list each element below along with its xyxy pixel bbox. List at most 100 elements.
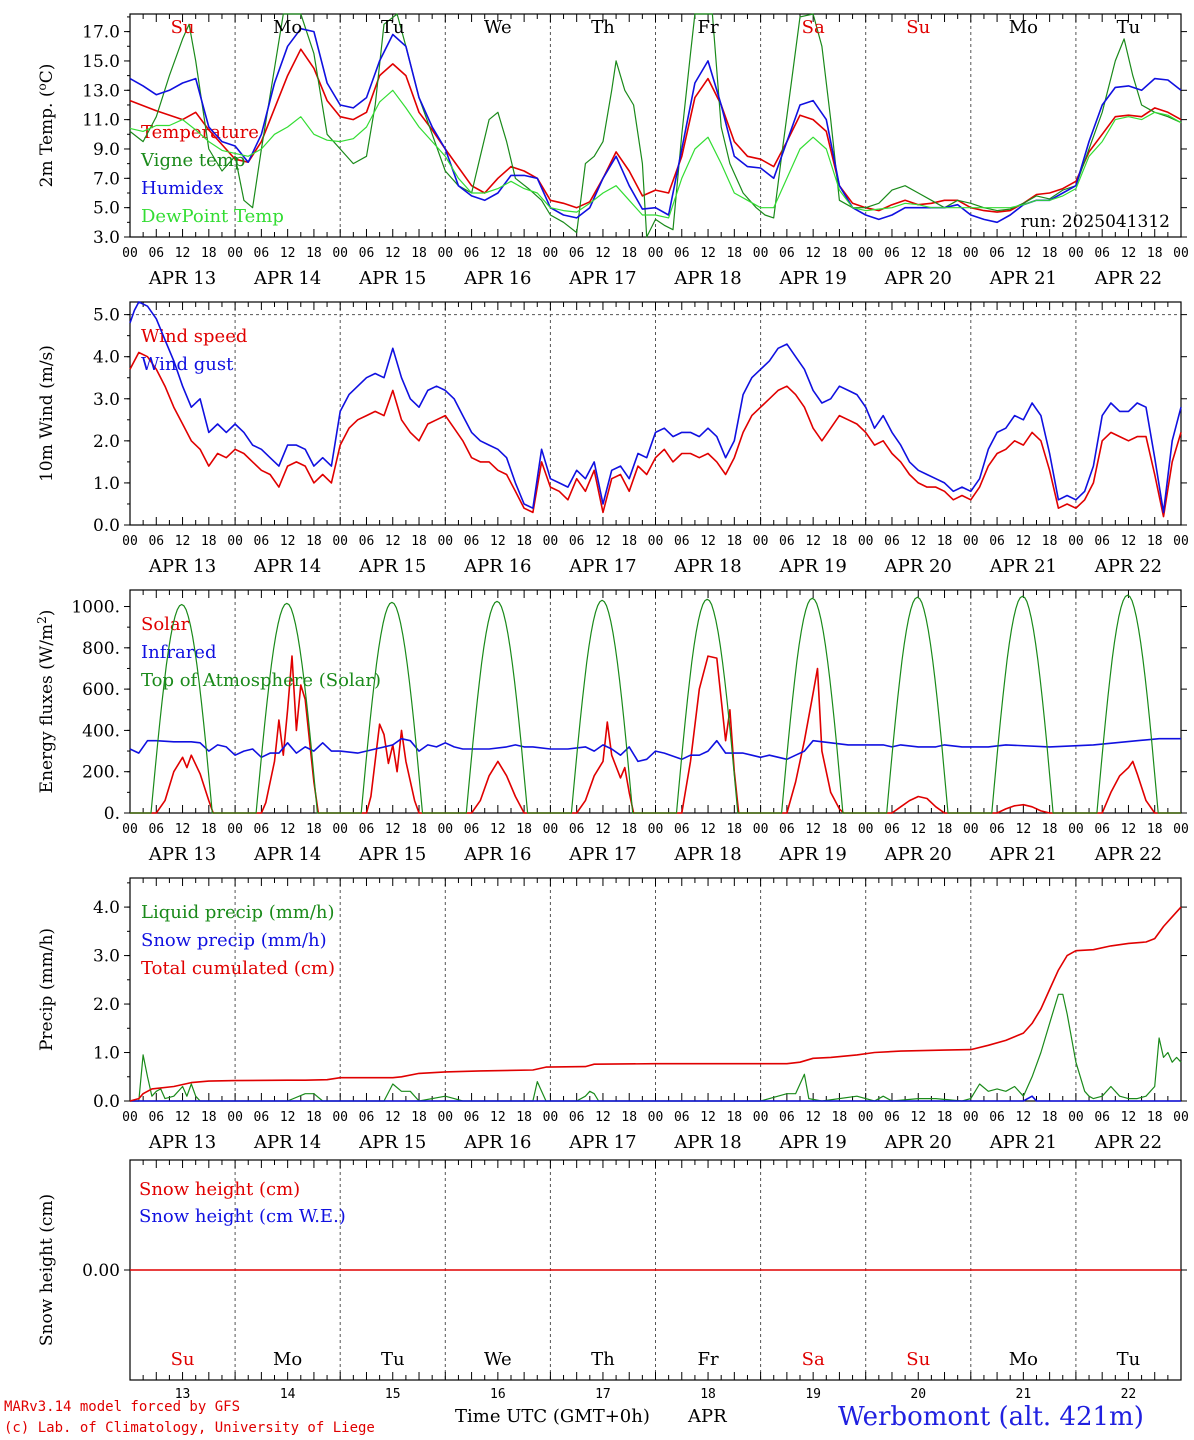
hour-tick-label: 12 [385, 246, 401, 261]
hour-tick-label: 12 [490, 246, 506, 261]
hour-tick-label: 18 [726, 1110, 742, 1125]
y-tick-label: 15.0 [82, 52, 120, 72]
hour-tick-label: 12 [1121, 822, 1137, 837]
date-label: APR 21 [989, 844, 1057, 865]
hour-tick-label: 12 [700, 822, 716, 837]
hour-tick-label: 18 [832, 822, 848, 837]
hour-tick-label: 00 [1068, 534, 1084, 549]
date-label: APR 15 [358, 268, 426, 289]
hour-tick-label: 06 [1094, 534, 1110, 549]
legend-entry: Liquid precip (mm/h) [141, 902, 335, 923]
hour-tick-label: 12 [175, 534, 191, 549]
hour-tick-label: 18 [726, 822, 742, 837]
series-line-humidex [129, 27, 1182, 224]
hour-tick-label: 00 [753, 246, 769, 261]
day-letter: We [484, 1349, 512, 1370]
hour-tick-label: 06 [674, 1110, 690, 1125]
hour-tick-label: 00 [963, 246, 979, 261]
hour-tick-label: 00 [1173, 246, 1189, 261]
hour-tick-label: 00 [858, 822, 874, 837]
date-label: APR 13 [148, 556, 216, 577]
hour-tick-label: 12 [175, 822, 191, 837]
hour-tick-label: 06 [1094, 822, 1110, 837]
legend-entry: Total cumulated (cm) [141, 958, 335, 979]
hour-tick-label: 18 [306, 1110, 322, 1125]
date-label: APR 16 [463, 556, 531, 577]
hour-tick-label: 12 [1016, 1110, 1032, 1125]
hour-tick-label: 00 [753, 534, 769, 549]
hour-tick-label: 06 [148, 246, 164, 261]
hour-tick-label: 12 [280, 1110, 296, 1125]
hour-tick-label: 12 [1121, 534, 1137, 549]
series-line-top-of-atmosphere-solar- [130, 594, 1181, 814]
hour-tick-label: 18 [1147, 1110, 1163, 1125]
day-letter: Tu [381, 1349, 405, 1370]
hour-tick-label: 12 [280, 822, 296, 837]
date-label: APR 20 [884, 268, 952, 289]
series-line-dewpoint-temp [129, 89, 1182, 219]
hour-tick-label: 18 [621, 246, 637, 261]
day-letter: Su [171, 17, 195, 38]
date-label: APR 13 [148, 268, 216, 289]
date-label: APR 19 [779, 1132, 847, 1153]
hour-tick-label: 12 [175, 1110, 191, 1125]
hour-tick-label: 12 [910, 822, 926, 837]
date-label: APR 18 [673, 844, 741, 865]
y-tick-label: 2.0 [93, 995, 120, 1015]
y-tick-label: 5.0 [93, 199, 120, 219]
date-label: APR 17 [568, 556, 636, 577]
date-label: APR 17 [568, 1132, 636, 1153]
series-line-infrared [129, 737, 1181, 763]
hour-tick-label: 06 [359, 534, 375, 549]
hour-tick-label: 00 [858, 534, 874, 549]
hour-tick-label: 12 [1016, 534, 1032, 549]
hour-tick-label: 18 [937, 534, 953, 549]
hour-tick-label: 18 [411, 534, 427, 549]
hour-tick-label: 00 [963, 1110, 979, 1125]
y-tick-label: 0.00 [82, 1261, 120, 1281]
hour-tick-label: 12 [595, 822, 611, 837]
hour-tick-label: 00 [1068, 822, 1084, 837]
hour-tick-label: 12 [700, 246, 716, 261]
hour-tick-label: 00 [332, 246, 348, 261]
day-letter: Su [906, 1349, 930, 1370]
hour-tick-label: 00 [858, 246, 874, 261]
hour-tick-label: 18 [306, 246, 322, 261]
y-tick-label: 1000. [71, 598, 120, 618]
hour-tick-label: 00 [1173, 534, 1189, 549]
legend-entry: Snow height (cm) [139, 1179, 300, 1200]
hour-tick-label: 00 [648, 534, 664, 549]
hour-tick-label: 00 [753, 822, 769, 837]
hour-tick-label: 06 [884, 1110, 900, 1125]
hour-tick-label: 00 [1068, 1110, 1084, 1125]
hour-tick-label: 12 [175, 246, 191, 261]
day-letter: Tu [1117, 17, 1141, 38]
hour-tick-label: 06 [148, 534, 164, 549]
day-number-label: 21 [1016, 1387, 1032, 1402]
hour-tick-label: 06 [674, 822, 690, 837]
date-label: APR 19 [779, 844, 847, 865]
y-tick-label: 0.0 [93, 516, 120, 536]
day-letter: Su [171, 1349, 195, 1370]
hour-tick-label: 12 [910, 1110, 926, 1125]
hour-tick-label: 06 [569, 534, 585, 549]
hour-tick-label: 12 [805, 822, 821, 837]
hour-tick-label: 06 [884, 246, 900, 261]
series-line-snow-precip-mm-h- [130, 1095, 1181, 1102]
hour-tick-label: 06 [254, 246, 270, 261]
date-label: APR 15 [358, 556, 426, 577]
hour-tick-label: 06 [464, 246, 480, 261]
hour-tick-label: 06 [569, 822, 585, 837]
hour-tick-label: 00 [437, 822, 453, 837]
date-label: APR 21 [989, 556, 1057, 577]
y-tick-label: 0.0 [93, 1092, 120, 1112]
hour-tick-label: 18 [516, 246, 532, 261]
hour-tick-label: 00 [122, 1110, 138, 1125]
hour-tick-label: 00 [963, 534, 979, 549]
y-tick-label: 3.0 [93, 947, 120, 967]
day-letter: Fr [698, 1349, 719, 1370]
hour-tick-label: 06 [1094, 246, 1110, 261]
hour-tick-label: 12 [805, 246, 821, 261]
date-label: APR 22 [1094, 1132, 1162, 1153]
hour-tick-label: 06 [989, 822, 1005, 837]
